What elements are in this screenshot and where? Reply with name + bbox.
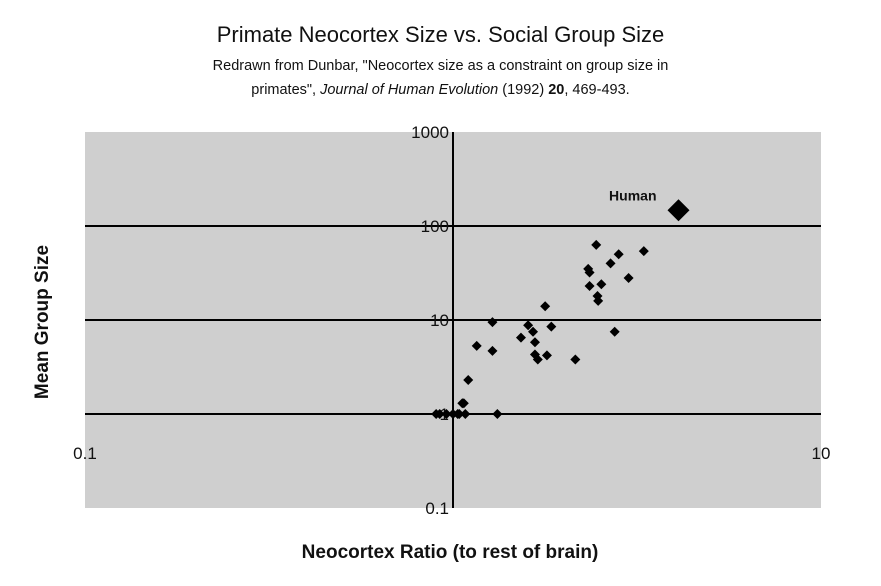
data-point	[523, 320, 534, 331]
data-point	[546, 321, 557, 332]
data-point	[591, 239, 602, 250]
data-point	[492, 409, 503, 419]
data-point	[584, 267, 595, 278]
data-point	[613, 249, 624, 260]
data-point	[593, 295, 604, 306]
data-point	[458, 398, 469, 409]
data-point	[541, 350, 552, 361]
data-point	[487, 317, 498, 328]
data-point	[515, 332, 526, 343]
subtitle-line1: Redrawn from Dunbar, "Neocortex size as …	[212, 58, 669, 74]
human-annotation-label: Human	[609, 187, 656, 203]
data-point	[463, 374, 474, 385]
data-point	[540, 301, 551, 312]
subtitle-journal: Journal of Human Evolution	[320, 82, 499, 98]
subtitle-pages: , 469-493.	[564, 82, 630, 98]
subtitle-line2-pre: primates",	[251, 82, 321, 98]
data-point	[584, 280, 595, 291]
subtitle-year: (1992)	[498, 82, 549, 98]
data-point	[570, 354, 581, 365]
data-point	[532, 354, 543, 365]
data-point	[638, 246, 649, 257]
y-tick-label: 0.1	[425, 499, 449, 518]
y-tick-label: 100	[421, 217, 449, 236]
data-point	[434, 409, 445, 419]
data-point	[529, 337, 540, 348]
data-point	[623, 272, 634, 283]
data-point	[605, 258, 616, 269]
human-data-point	[667, 199, 690, 222]
chart-title: Primate Neocortex Size vs. Social Group …	[216, 22, 665, 47]
data-point	[609, 326, 620, 337]
data-point	[596, 279, 607, 290]
data-point	[454, 409, 465, 419]
data-point	[471, 340, 482, 351]
chart-subtitle: Redrawn from Dunbar, "Neocortex size as …	[100, 54, 781, 102]
data-point	[441, 409, 452, 419]
data-point	[460, 409, 471, 419]
y-tick-label: 10	[430, 311, 449, 330]
x-tick-label: 10	[812, 444, 831, 463]
x-tick-label: 0.1	[73, 444, 97, 463]
y-tick-label: 1000	[411, 123, 449, 142]
data-point	[528, 326, 539, 337]
subtitle-volume: 20	[548, 82, 565, 98]
y-axis-label: Mean Group Size	[32, 245, 53, 399]
data-point	[487, 345, 498, 356]
x-axis-label: Neocortex Ratio (to rest of brain)	[302, 542, 599, 563]
